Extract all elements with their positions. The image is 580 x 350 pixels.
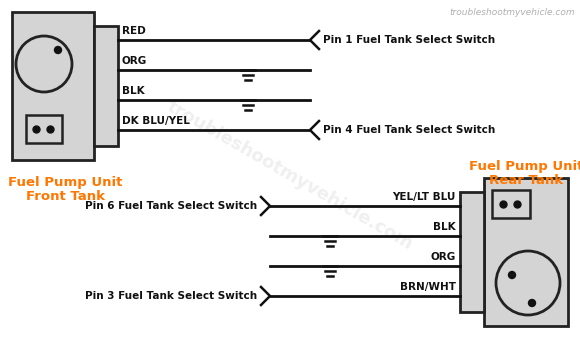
Bar xyxy=(12,12,94,160)
Text: troubleshootmyvehicle.com: troubleshootmyvehicle.com xyxy=(450,8,575,17)
Text: ORG: ORG xyxy=(431,252,456,262)
Bar xyxy=(484,178,568,326)
Text: Pin 4 Fuel Tank Select Switch: Pin 4 Fuel Tank Select Switch xyxy=(323,125,495,135)
Text: BRN/WHT: BRN/WHT xyxy=(400,282,456,292)
Circle shape xyxy=(16,36,72,92)
Text: Pin 3 Fuel Tank Select Switch: Pin 3 Fuel Tank Select Switch xyxy=(85,291,257,301)
Circle shape xyxy=(496,251,560,315)
Circle shape xyxy=(55,47,61,54)
Bar xyxy=(26,115,62,143)
Bar xyxy=(492,190,530,218)
Text: YEL/LT BLU: YEL/LT BLU xyxy=(393,192,456,202)
Text: ORG: ORG xyxy=(122,56,147,66)
Bar xyxy=(460,192,484,312)
Text: Pin 6 Fuel Tank Select Switch: Pin 6 Fuel Tank Select Switch xyxy=(85,201,257,211)
Text: DK BLU/YEL: DK BLU/YEL xyxy=(122,116,190,126)
Bar xyxy=(94,26,118,146)
Text: BLK: BLK xyxy=(433,222,456,232)
Text: Front Tank: Front Tank xyxy=(26,190,104,203)
Text: Pin 1 Fuel Tank Select Switch: Pin 1 Fuel Tank Select Switch xyxy=(323,35,495,45)
Circle shape xyxy=(528,300,535,307)
Circle shape xyxy=(509,272,516,279)
Text: Fuel Pump Unit: Fuel Pump Unit xyxy=(8,176,122,189)
Text: Rear Tank: Rear Tank xyxy=(489,174,563,187)
Text: BLK: BLK xyxy=(122,86,144,96)
Text: troubleshootmyvehicle.com: troubleshootmyvehicle.com xyxy=(164,97,416,253)
Text: Fuel Pump Unit: Fuel Pump Unit xyxy=(469,160,580,173)
Text: RED: RED xyxy=(122,26,146,36)
